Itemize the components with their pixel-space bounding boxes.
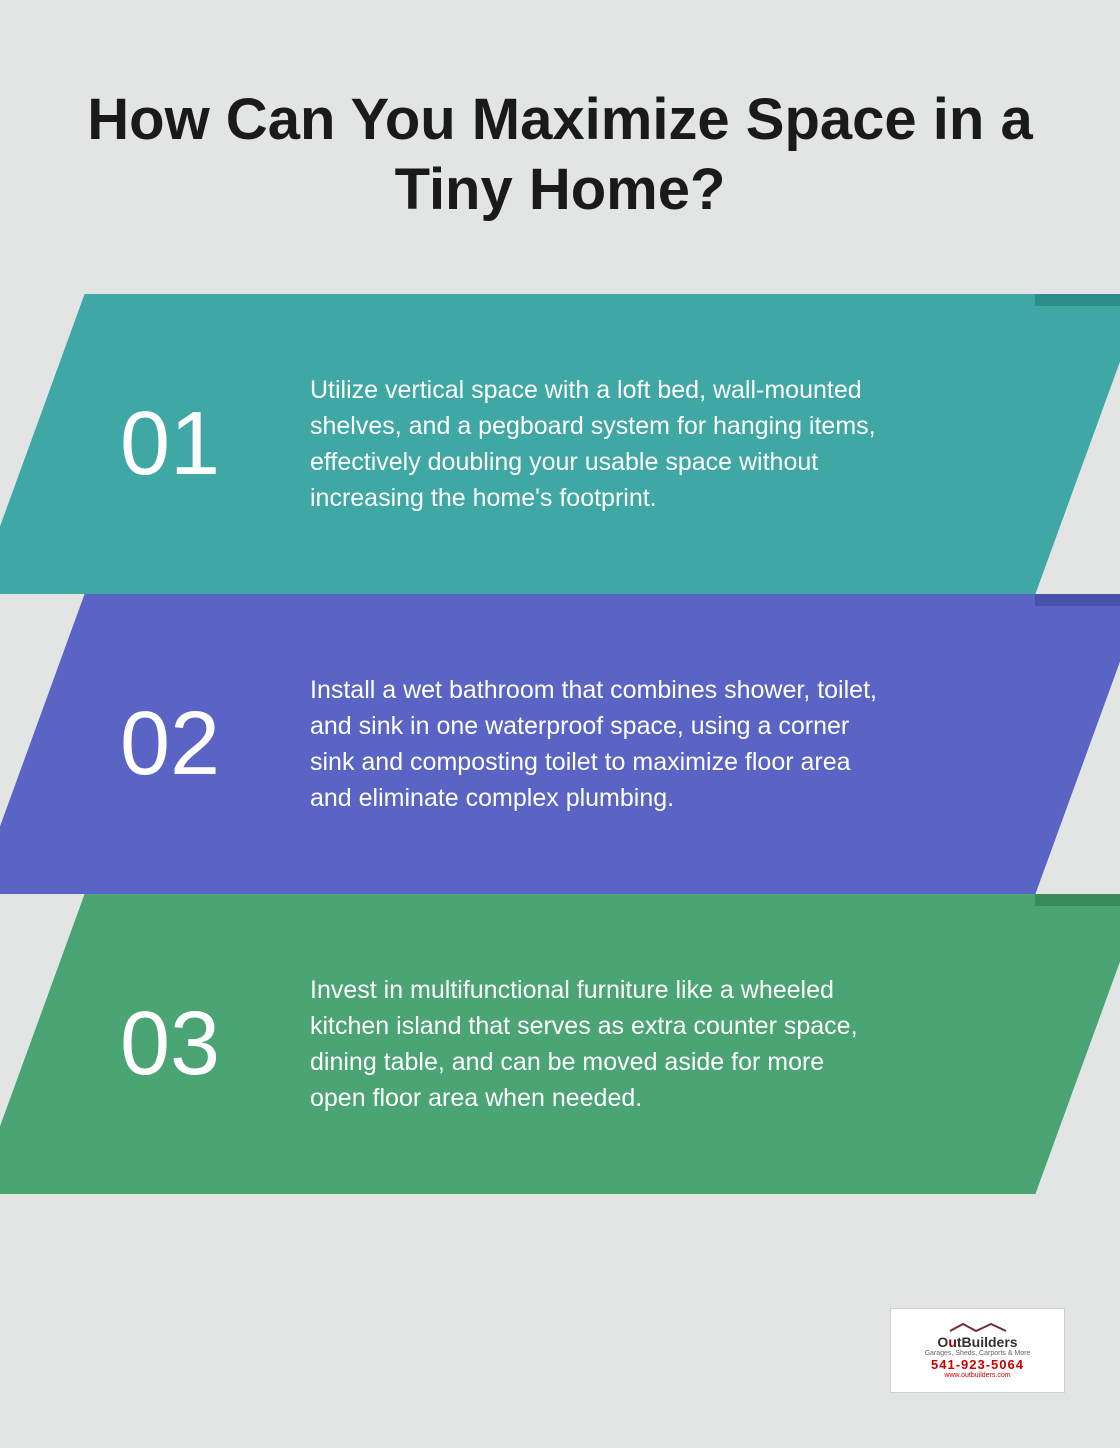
card-3-accent xyxy=(1035,894,1120,906)
brand-logo: OutBuilders Garages, Sheds, Carports & M… xyxy=(890,1308,1065,1393)
logo-tagline: Garages, Sheds, Carports & More xyxy=(925,1350,1031,1357)
page-title: How Can You Maximize Space in a Tiny Hom… xyxy=(0,0,1120,224)
logo-name: OutBuilders xyxy=(937,1334,1017,1350)
card-1-accent xyxy=(1035,294,1120,306)
logo-phone: 541-923-5064 xyxy=(931,1357,1024,1372)
card-2-accent xyxy=(1035,594,1120,606)
tip-text-1: Utilize vertical space with a loft bed, … xyxy=(310,372,900,517)
tip-number-2: 02 xyxy=(30,693,310,796)
tip-text-3: Invest in multifunctional furniture like… xyxy=(310,972,900,1117)
logo-url: www.outbuilders.com xyxy=(944,1372,1010,1379)
logo-roof-icon xyxy=(948,1322,1008,1332)
tip-number-1: 01 xyxy=(30,393,310,496)
tip-number-3: 03 xyxy=(30,993,310,1096)
tip-card-3: 03 Invest in multifunctional furniture l… xyxy=(30,894,1090,1194)
tip-card-1: 01 Utilize vertical space with a loft be… xyxy=(30,294,1090,594)
tip-text-2: Install a wet bathroom that combines sho… xyxy=(310,672,900,817)
tip-card-2: 02 Install a wet bathroom that combines … xyxy=(30,594,1090,894)
